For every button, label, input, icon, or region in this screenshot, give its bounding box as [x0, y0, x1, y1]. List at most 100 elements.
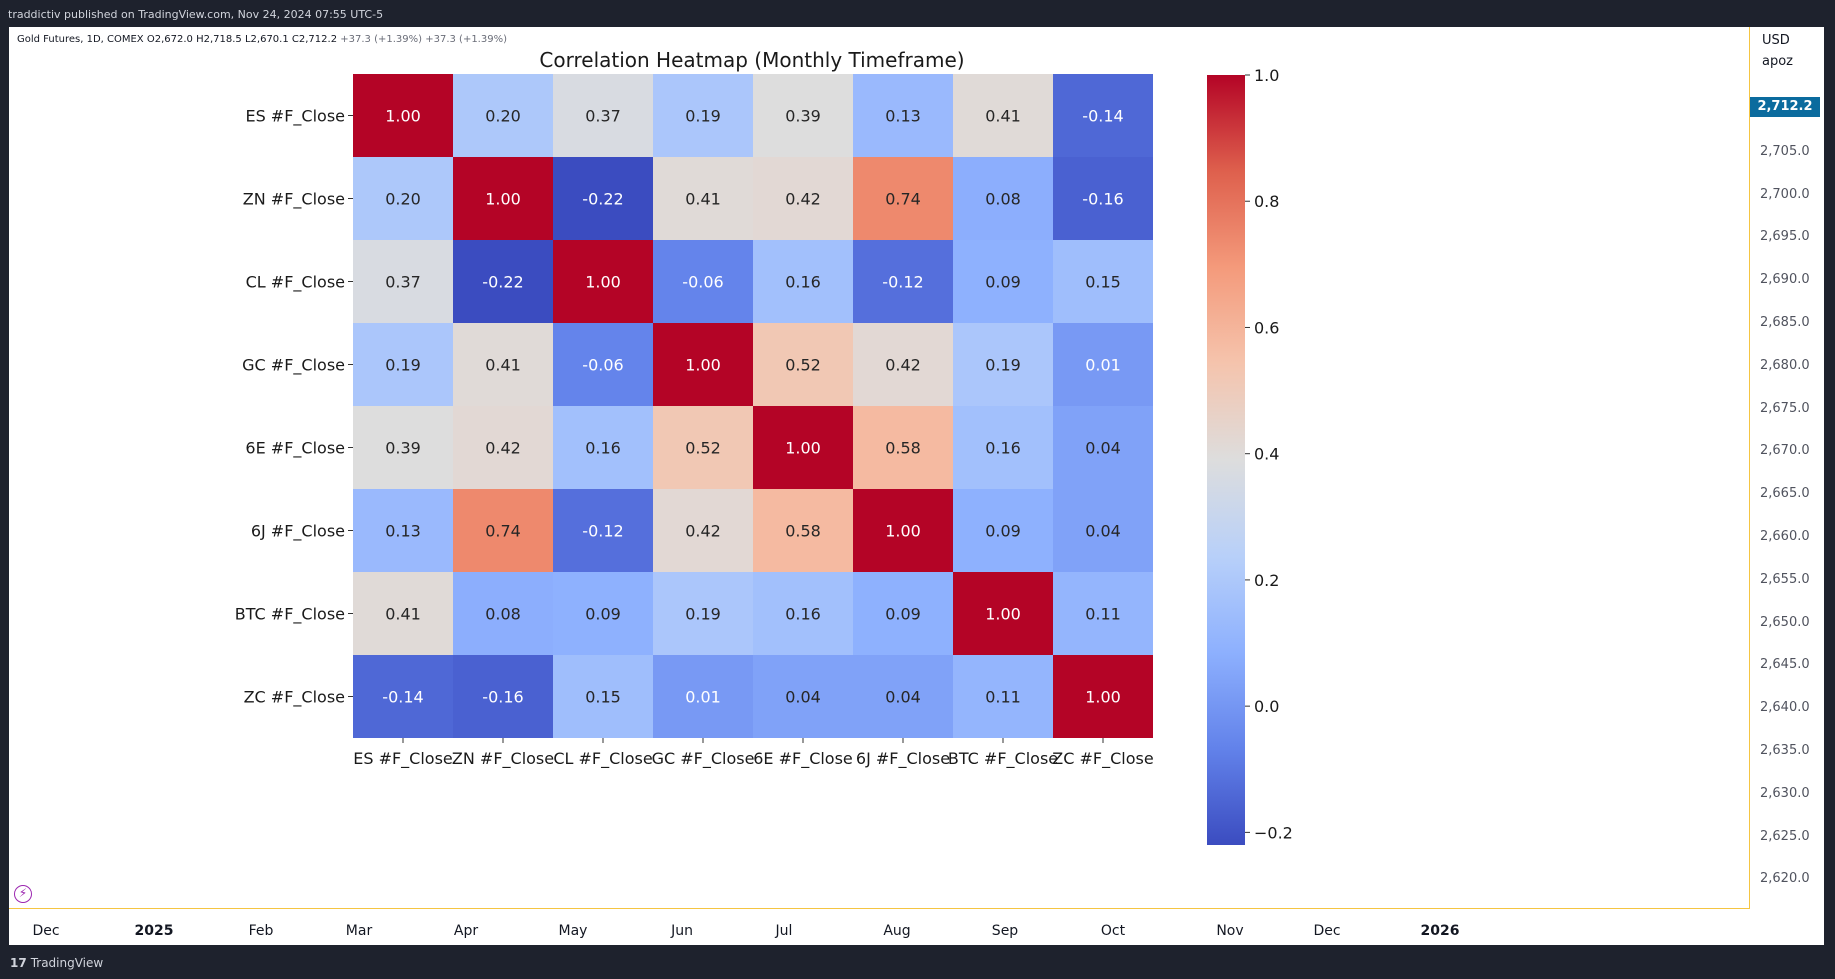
row-label: GC #F_Close [242, 356, 345, 376]
price-tick: 2,650.0 [1760, 614, 1810, 630]
cell-value-label: 0.42 [685, 522, 721, 541]
cell-value-label: -0.22 [482, 273, 523, 292]
price-tick: 2,700.0 [1760, 186, 1810, 202]
row-label: BTC #F_Close [235, 605, 345, 625]
cell-value-label: 0.52 [685, 439, 721, 458]
time-label: 2026 [1420, 923, 1460, 939]
heatmap-cell [853, 323, 953, 406]
cell-value-label: 0.41 [385, 605, 421, 624]
heatmap-cell [1053, 157, 1153, 240]
cell-value-label: -0.12 [882, 273, 923, 292]
time-label: Nov [1216, 923, 1244, 939]
time-label: Apr [453, 923, 479, 939]
price-axis[interactable]: USD apoz 2,710.02,705.02,700.02,695.02,6… [1749, 27, 1824, 909]
cell-value-label: 1.00 [985, 605, 1021, 624]
cell-value-label: 0.19 [685, 605, 721, 624]
cell-value-label: 0.11 [1085, 605, 1121, 624]
heatmap-cell [553, 572, 653, 655]
unit-label[interactable]: apoz [1762, 54, 1793, 69]
heatmap-cell [353, 572, 453, 655]
row-label: ES #F_Close [245, 107, 345, 127]
heatmap-cell [453, 240, 553, 323]
colorbar-tick-label: 0.2 [1254, 571, 1279, 590]
row-label: CL #F_Close [246, 273, 345, 293]
cell-value-label: 0.08 [985, 190, 1021, 209]
heatmap-cell [653, 655, 753, 738]
price-tick: 2,705.0 [1760, 143, 1810, 159]
heatmap-cell [853, 74, 953, 157]
heatmap-cell [453, 74, 553, 157]
heatmap-cell [1053, 572, 1153, 655]
time-label: Aug [883, 923, 911, 939]
time-axis[interactable]: Dec 2025 Feb Mar Apr May Jun Jul Aug Sep Oct Nov Dec… [9, 908, 1749, 945]
heatmap-cell [953, 406, 1053, 489]
price-tick: 2,635.0 [1760, 743, 1810, 758]
cell-value-label: 0.39 [785, 107, 821, 126]
ohlc-low: L2,670.1 [244, 34, 289, 45]
price-tick: 2,630.0 [1760, 785, 1810, 801]
publish-info: traddictiv published on TradingView.com,… [8, 8, 384, 21]
heatmap-cell [953, 323, 1053, 406]
price-tick: 2,655.0 [1760, 571, 1810, 587]
cell-value-label: -0.06 [582, 356, 623, 375]
lightning-icon[interactable]: ⚡ [14, 885, 32, 903]
heatmap-cell [1053, 240, 1153, 323]
price-tick: 2,695.0 [1760, 229, 1810, 245]
heatmap-cell [653, 572, 753, 655]
cell-value-label: 0.09 [985, 522, 1021, 541]
heatmap-cell [553, 655, 653, 738]
cell-value-label: 0.42 [885, 356, 921, 375]
column-label: 6E #F_Close [753, 749, 853, 769]
row-label: ZN #F_Close [243, 190, 345, 210]
cell-value-label: 0.11 [985, 688, 1021, 707]
column-label: ZC #F_Close [1052, 749, 1153, 769]
cell-value-label: 1.00 [785, 439, 821, 458]
cell-value-label: 0.42 [485, 439, 521, 458]
heatmap-cell [653, 406, 753, 489]
heatmap-cell [653, 323, 753, 406]
time-label: May [558, 923, 588, 939]
cell-value-label: -0.06 [682, 273, 723, 292]
cell-value-label: 1.00 [685, 356, 721, 375]
cell-value-label: 1.00 [885, 522, 921, 541]
ohlc-high: H2,718.5 [196, 34, 242, 45]
cell-value-label: 0.52 [785, 356, 821, 375]
colorbar-tick-label: 0.8 [1254, 192, 1279, 211]
price-tick: 2,620.0 [1760, 871, 1810, 887]
heatmap-cell [353, 157, 453, 240]
cell-value-label: 0.42 [785, 190, 821, 209]
cell-value-label: 0.74 [885, 190, 921, 209]
cell-value-label: 0.37 [585, 107, 621, 126]
heatmap-cell [953, 655, 1053, 738]
heatmap-cell [353, 406, 453, 489]
current-price-badge: 2,712.2 [1750, 97, 1820, 117]
symbol-name: Gold Futures, 1D, COMEX [17, 34, 144, 45]
chart-frame[interactable]: Correlation Heatmap (Monthly Timeframe) 1… [9, 27, 1824, 945]
price-tick: 2,685.0 [1760, 315, 1810, 330]
tradingview-brand[interactable]: 17 TradingView [10, 956, 103, 970]
price-tick: 2,690.0 [1760, 272, 1810, 288]
heatmap-cell [953, 572, 1053, 655]
colorbar-tick-label: −0.2 [1254, 823, 1293, 842]
time-label: Sep [991, 923, 1019, 939]
ohlc-close: C2,712.2 [291, 34, 338, 45]
heatmap-cell [653, 489, 753, 572]
cell-value-label: 0.09 [985, 273, 1021, 292]
heatmap-cell [553, 406, 653, 489]
time-label: Jul [775, 923, 793, 939]
cell-value-label: 0.20 [385, 190, 421, 209]
cell-value-label: 0.04 [1085, 439, 1121, 458]
footer-bar: 17 TradingView [0, 945, 1835, 979]
heatmap-cell [853, 240, 953, 323]
cell-value-label: 0.15 [1085, 273, 1121, 292]
heatmap-cell [853, 655, 953, 738]
row-label: 6J #F_Close [251, 522, 345, 542]
time-label: Oct [1100, 923, 1126, 939]
cell-value-label: 1.00 [1085, 688, 1121, 707]
heatmap-cell [1053, 323, 1153, 406]
currency-label[interactable]: USD [1762, 33, 1790, 48]
heatmap-cell [453, 655, 553, 738]
column-label: ES #F_Close [353, 749, 453, 769]
cell-value-label: 0.08 [485, 605, 521, 624]
colorbar-tick-label: 0.0 [1254, 697, 1279, 716]
